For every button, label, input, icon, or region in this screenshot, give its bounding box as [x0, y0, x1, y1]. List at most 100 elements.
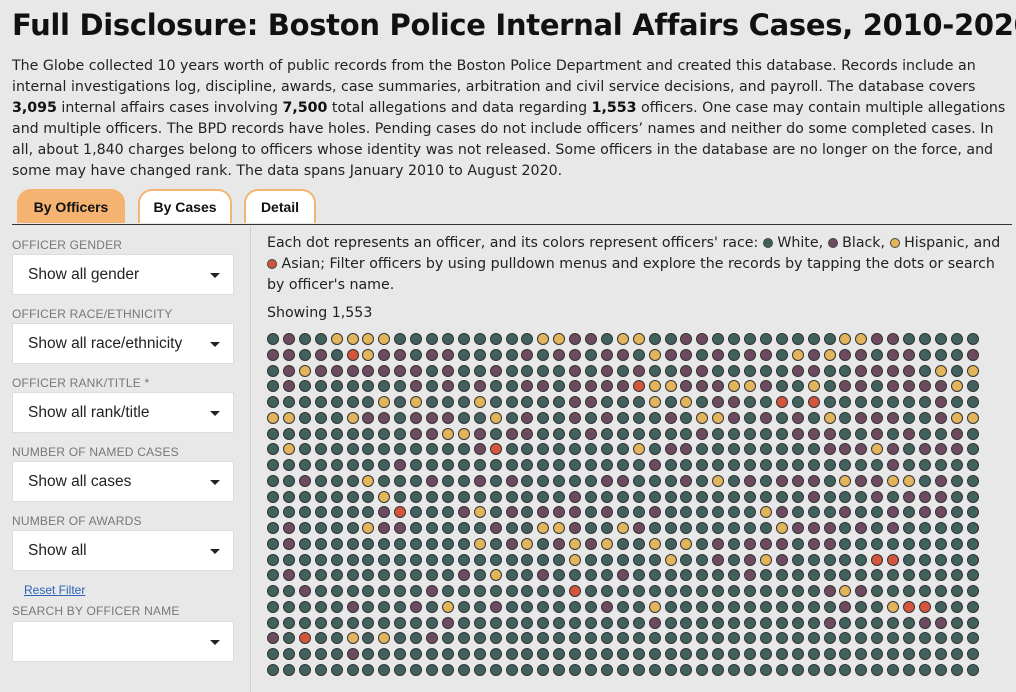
officer-dot-white[interactable] [775, 569, 788, 582]
officer-dot-white[interactable] [346, 663, 359, 676]
officer-dot-white[interactable] [950, 648, 963, 660]
officer-dot-white[interactable] [267, 537, 279, 550]
officer-dot-white[interactable] [457, 443, 470, 456]
officer-dot-hispanic[interactable] [616, 333, 629, 345]
officer-dot-white[interactable] [966, 616, 979, 629]
officer-dot-white[interactable] [457, 522, 470, 534]
officer-dot-white[interactable] [871, 522, 884, 534]
officer-dot-white[interactable] [585, 648, 597, 660]
officer-dot-white[interactable] [521, 443, 534, 456]
officer-dot-white[interactable] [521, 396, 534, 408]
officer-dot-black[interactable] [887, 522, 900, 534]
officer-dot-white[interactable] [537, 537, 550, 550]
officer-dot-white[interactable] [950, 474, 963, 487]
officer-dot-white[interactable] [426, 569, 438, 582]
officer-dot-white[interactable] [871, 569, 884, 582]
officer-dot-white[interactable] [728, 537, 741, 550]
officer-dot-white[interactable] [664, 459, 677, 471]
tab-detail[interactable]: Detail [244, 189, 316, 223]
officer-dot-white[interactable] [330, 569, 343, 582]
officer-dot-black[interactable] [823, 585, 836, 597]
officer-dot-white[interactable] [585, 364, 597, 377]
officer-dot-black[interactable] [553, 348, 566, 361]
officer-dot-white[interactable] [696, 443, 709, 456]
officer-dot-white[interactable] [521, 616, 534, 629]
officer-dot-black[interactable] [712, 396, 725, 408]
officer-dot-white[interactable] [457, 474, 470, 487]
officer-dot-black[interactable] [823, 616, 836, 629]
officer-dot-white[interactable] [664, 616, 677, 629]
officer-dot-white[interactable] [887, 490, 900, 503]
officer-dot-white[interactable] [759, 474, 772, 487]
officer-dot-black[interactable] [680, 474, 693, 487]
officer-dot-white[interactable] [505, 648, 518, 660]
officer-dot-white[interactable] [616, 490, 629, 503]
officer-dot-white[interactable] [664, 474, 677, 487]
officer-dot-black[interactable] [823, 537, 836, 550]
officer-dot-black[interactable] [728, 411, 741, 424]
officer-dot-white[interactable] [378, 553, 391, 566]
officer-dot-white[interactable] [282, 396, 295, 408]
officer-dot-white[interactable] [823, 553, 836, 566]
officer-dot-black[interactable] [759, 380, 772, 393]
officer-dot-black[interactable] [394, 364, 407, 377]
officer-dot-hispanic[interactable] [728, 380, 741, 393]
officer-dot-black[interactable] [616, 380, 629, 393]
officer-dot-white[interactable] [616, 553, 629, 566]
officer-dot-white[interactable] [267, 474, 279, 487]
officer-dot-black[interactable] [871, 333, 884, 345]
officer-dot-white[interactable] [648, 553, 661, 566]
officer-dot-black[interactable] [346, 648, 359, 660]
officer-dot-white[interactable] [489, 396, 502, 408]
officer-dot-black[interactable] [934, 443, 947, 456]
officer-dot-white[interactable] [744, 364, 756, 377]
officer-dot-white[interactable] [823, 569, 836, 582]
officer-dot-white[interactable] [298, 411, 311, 424]
officer-dot-white[interactable] [680, 616, 693, 629]
officer-dot-white[interactable] [330, 600, 343, 613]
officer-dot-black[interactable] [712, 537, 725, 550]
officer-dot-black[interactable] [600, 411, 613, 424]
officer-dot-white[interactable] [648, 522, 661, 534]
officer-dot-white[interactable] [569, 648, 582, 660]
officer-dot-hispanic[interactable] [489, 411, 502, 424]
officer-dot-black[interactable] [298, 585, 311, 597]
officer-dot-hispanic[interactable] [807, 380, 820, 393]
officer-dot-black[interactable] [966, 348, 979, 361]
officer-dot-white[interactable] [839, 522, 852, 534]
officer-dot-white[interactable] [775, 663, 788, 676]
officer-dot-black[interactable] [314, 348, 327, 361]
officer-dot-hispanic[interactable] [823, 348, 836, 361]
officer-dot-black[interactable] [887, 333, 900, 345]
officer-dot-white[interactable] [569, 632, 582, 645]
officer-dot-white[interactable] [903, 569, 915, 582]
officer-dot-white[interactable] [314, 632, 327, 645]
officer-dot-white[interactable] [521, 506, 534, 519]
officer-dot-black[interactable] [839, 380, 852, 393]
officer-dot-white[interactable] [950, 616, 963, 629]
officer-dot-white[interactable] [871, 537, 884, 550]
officer-dot-white[interactable] [298, 648, 311, 660]
officer-dot-white[interactable] [282, 648, 295, 660]
officer-dot-white[interactable] [537, 474, 550, 487]
officer-dot-white[interactable] [314, 522, 327, 534]
officer-dot-white[interactable] [569, 443, 582, 456]
officer-dot-white[interactable] [553, 663, 566, 676]
officer-dot-white[interactable] [839, 411, 852, 424]
officer-dot-hispanic[interactable] [362, 333, 375, 345]
officer-dot-black[interactable] [616, 569, 629, 582]
officer-dot-black[interactable] [744, 348, 756, 361]
officer-dot-white[interactable] [505, 411, 518, 424]
officer-dot-white[interactable] [728, 632, 741, 645]
officer-dot-white[interactable] [712, 459, 725, 471]
officer-dot-black[interactable] [410, 380, 423, 393]
officer-dot-white[interactable] [553, 569, 566, 582]
officer-dot-white[interactable] [887, 648, 900, 660]
officer-dot-black[interactable] [680, 348, 693, 361]
officer-dot-black[interactable] [775, 506, 788, 519]
officer-dot-white[interactable] [728, 348, 741, 361]
officer-dot-black[interactable] [553, 506, 566, 519]
officer-dot-white[interactable] [441, 490, 454, 503]
officer-dot-white[interactable] [298, 506, 311, 519]
officer-dot-white[interactable] [362, 506, 375, 519]
